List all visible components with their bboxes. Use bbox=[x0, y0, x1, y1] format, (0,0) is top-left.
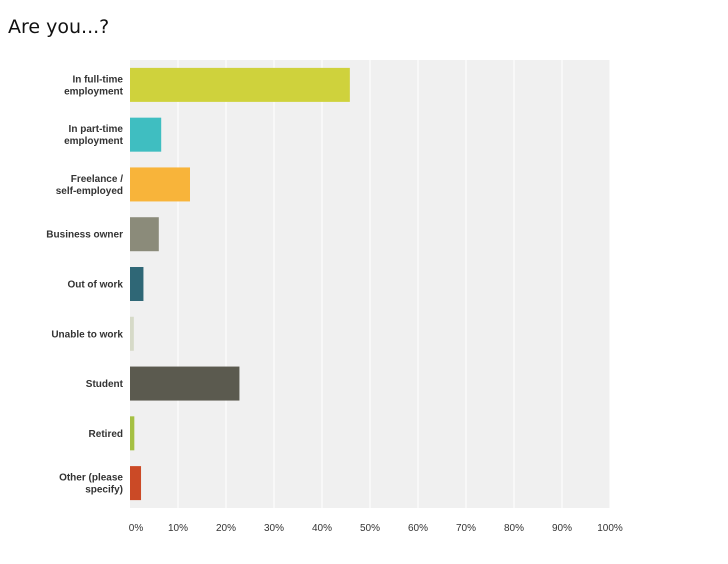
bar bbox=[130, 316, 134, 351]
x-tick-label: 100% bbox=[597, 523, 623, 534]
x-tick-label: 30% bbox=[264, 523, 284, 534]
x-tick-label: 20% bbox=[216, 523, 236, 534]
x-tick-label: 10% bbox=[168, 523, 188, 534]
bar bbox=[130, 217, 159, 252]
bars bbox=[130, 67, 350, 501]
chart-title: Are you...? bbox=[8, 16, 110, 38]
bar bbox=[130, 117, 162, 152]
x-tick-labels: 0% 10% 20% 30% 40% 50% 60% 70% 80% 90% 100% bbox=[129, 523, 623, 534]
category-label: Freelance / self-employed bbox=[56, 174, 123, 197]
category-label: Other (please specify) bbox=[59, 473, 123, 496]
gridlines bbox=[177, 60, 611, 508]
category-label: In full-time employment bbox=[64, 74, 124, 97]
x-tick-label: 90% bbox=[552, 523, 572, 534]
bar bbox=[130, 366, 240, 401]
bar bbox=[130, 167, 190, 202]
category-label: Business owner bbox=[46, 230, 123, 241]
x-tick-label: 40% bbox=[312, 523, 332, 534]
x-tick-label: 60% bbox=[408, 523, 428, 534]
category-label: Student bbox=[86, 379, 124, 390]
category-label: Unable to work bbox=[51, 329, 123, 340]
category-label: Out of work bbox=[67, 280, 123, 291]
x-tick-label: 0% bbox=[129, 523, 144, 534]
x-tick-label: 80% bbox=[504, 523, 524, 534]
category-label: In part-time employment bbox=[64, 124, 124, 147]
x-tick-label: 70% bbox=[456, 523, 476, 534]
category-labels: In full-time employment In part-time employ… bbox=[46, 74, 123, 495]
bar bbox=[130, 466, 142, 501]
bar bbox=[130, 267, 144, 301]
bar bbox=[130, 416, 135, 451]
x-tick-label: 50% bbox=[360, 523, 380, 534]
category-label: Retired bbox=[89, 429, 123, 440]
bar bbox=[130, 67, 350, 102]
